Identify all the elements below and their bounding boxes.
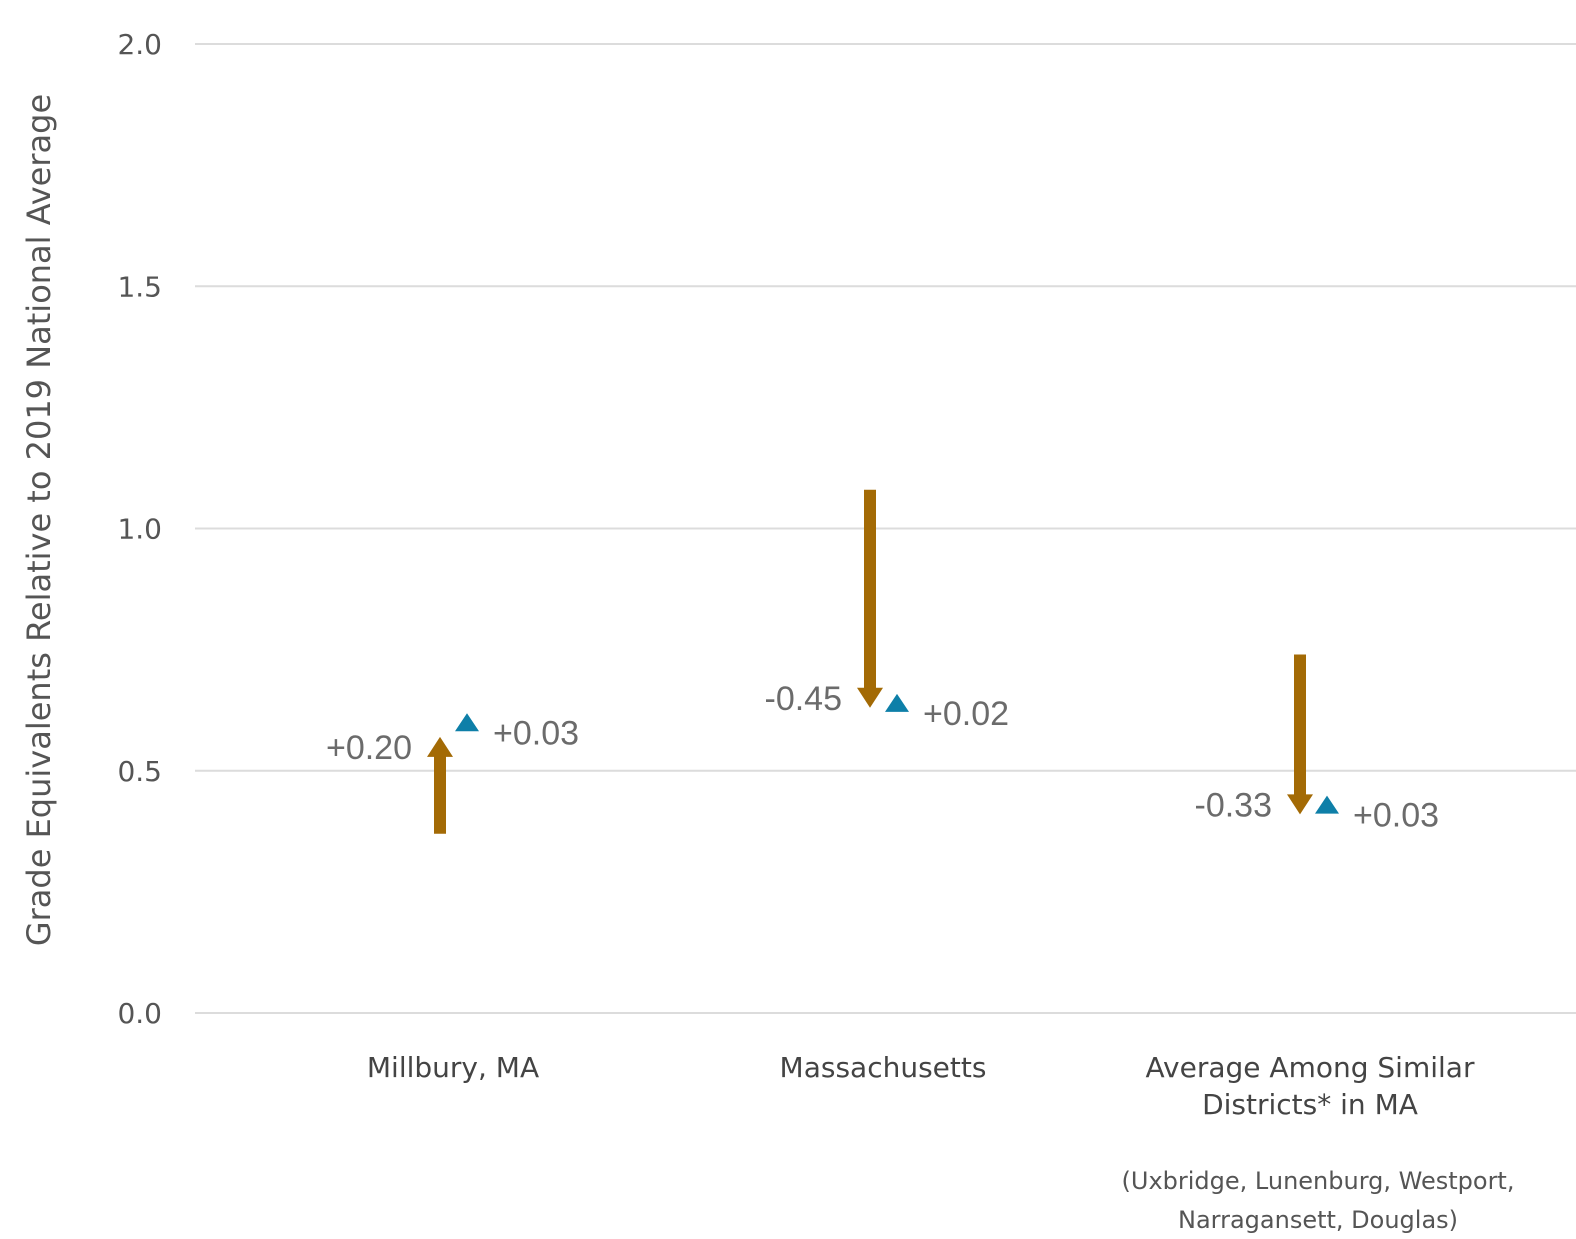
marker-triangle [455,713,479,732]
category-label: Average Among Similar [1146,1051,1475,1084]
y-tick-label: 1.5 [117,270,162,303]
marker-triangle [1315,795,1339,814]
y-tick-label: 1.0 [117,513,162,546]
category-note: Narragansett, Douglas) [1178,1206,1458,1234]
x-axis-categories: Millbury, MA Massachusetts Average Among S… [367,1051,1515,1234]
change-arrow [427,736,453,834]
arrow-value-label: +0.20 [326,729,412,767]
category-label: Massachusetts [780,1051,987,1084]
category-label: Districts* in MA [1202,1088,1418,1121]
arrow-value-label: -0.33 [1195,786,1273,824]
change-arrow [857,489,883,708]
change-arrow [1287,654,1313,815]
category-note: (Uxbridge, Lunenburg, Westport, [1122,1167,1515,1195]
chart-marks: +0.20 +0.03 -0.45 +0.02 -0.33 +0.03 [326,489,1439,835]
gridlines [195,43,1576,1014]
y-tick-label: 2.0 [117,28,162,61]
y-tick-label: 0.5 [117,755,162,788]
marker-triangle [885,693,909,712]
marker-value-label: +0.02 [923,695,1009,733]
arrow-value-label: -0.45 [765,680,843,718]
y-axis-title: Grade Equivalents Relative to 2019 Natio… [20,94,58,946]
marker-value-label: +0.03 [493,714,579,752]
y-tick-label: 0.0 [117,997,162,1030]
marker-value-label: +0.03 [1353,797,1439,835]
y-axis-ticks: 0.0 0.5 1.0 1.5 2.0 [117,28,162,1030]
category-label: Millbury, MA [367,1051,539,1084]
